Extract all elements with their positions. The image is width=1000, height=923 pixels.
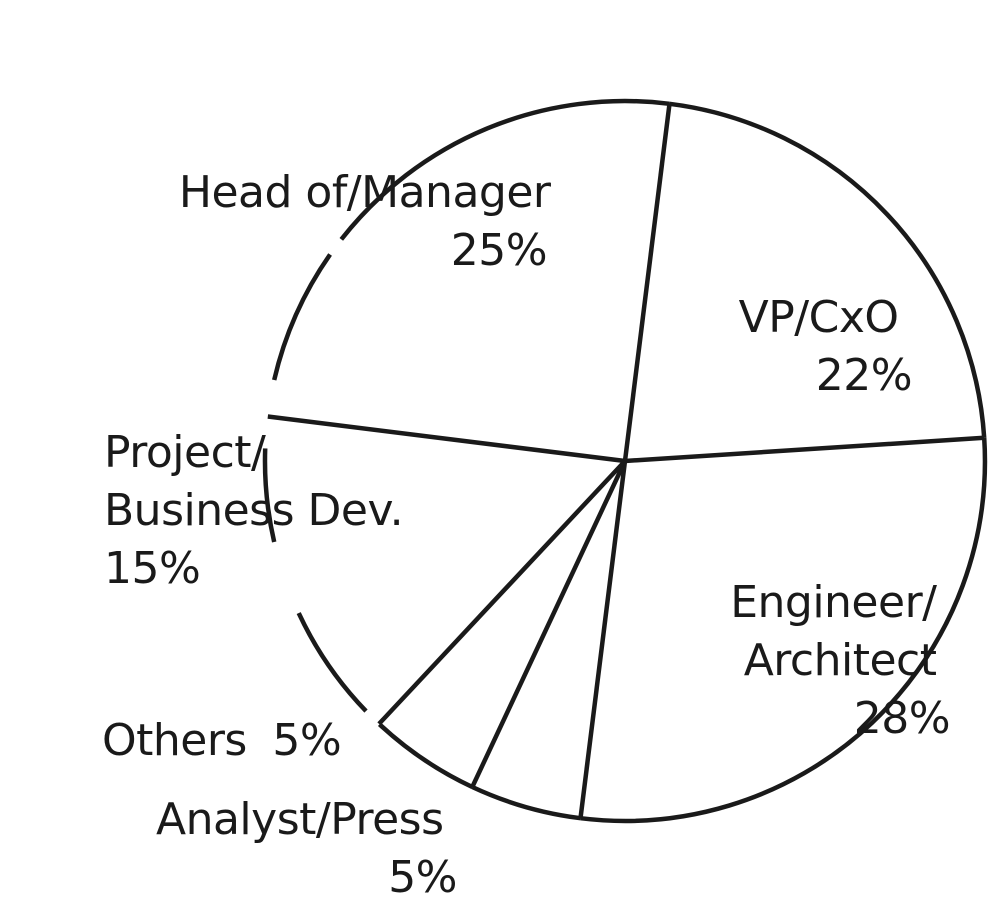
slice-name-line1-engineer-architect: Engineer/ bbox=[730, 577, 937, 628]
pie-slice-others bbox=[379, 461, 625, 787]
pie-arc-analyst-press-0 bbox=[471, 784, 581, 821]
slice-name-line2-engineer-architect: Architect bbox=[744, 635, 937, 686]
pie-divider-vp-cxo bbox=[622, 103, 672, 462]
slice-name-analyst-press: Analyst/Press bbox=[156, 794, 444, 845]
slice-percent-others: 5% bbox=[272, 715, 341, 766]
label-layer: VP/CxO 22% Engineer/ Architect 28% Analy… bbox=[102, 167, 951, 903]
pie-arc-others-0 bbox=[377, 722, 474, 790]
slice-percent-head-of-manager: 25% bbox=[451, 225, 547, 276]
slice-percent-vp-cxo: 22% bbox=[816, 350, 912, 401]
pie-arc-head-of-manager-1 bbox=[339, 98, 670, 241]
slice-name-head-of-manager: Head of/Manager bbox=[179, 167, 552, 218]
pie-slice-analyst-press bbox=[472, 461, 625, 819]
slice-label-others: Others 5% bbox=[102, 715, 341, 766]
pie-arc-project-business-dev-0 bbox=[296, 612, 368, 713]
pie-divider-engineer-architect bbox=[624, 435, 985, 464]
slice-name-vp-cxo: VP/CxO bbox=[739, 292, 899, 343]
slice-label-analyst-press: Analyst/Press 5% bbox=[156, 794, 457, 903]
slice-layer bbox=[262, 98, 988, 824]
pie-arc-project-business-dev-1 bbox=[262, 448, 277, 543]
pie-divider-head-of-manager bbox=[267, 414, 626, 464]
slice-label-head-of-manager: Head of/Manager 25% bbox=[179, 167, 564, 276]
slice-label-engineer-architect: Engineer/ Architect 28% bbox=[730, 577, 950, 744]
slice-percent-engineer-architect: 28% bbox=[854, 693, 950, 744]
slice-name-line1-project-business-dev: Project/ bbox=[104, 427, 266, 478]
pie-arc-vp-cxo-0 bbox=[669, 101, 987, 438]
pie-divider-others bbox=[470, 460, 628, 788]
slice-percent-analyst-press: 5% bbox=[388, 852, 457, 903]
slice-percent-project-business-dev: 15% bbox=[104, 543, 200, 594]
pie-arc-engineer-architect-0 bbox=[580, 437, 988, 824]
pie-divider-analyst-press bbox=[578, 460, 628, 819]
pie-slice-engineer-architect bbox=[580, 437, 985, 821]
pie-slice-vp-cxo bbox=[625, 103, 985, 462]
slice-name-line2-project-business-dev: Business Dev. bbox=[104, 485, 403, 536]
slice-label-vp-cxo: VP/CxO 22% bbox=[739, 292, 912, 401]
pie-divider-project-business-dev bbox=[377, 459, 627, 726]
slice-label-project-business-dev: Project/ Business Dev. 15% bbox=[104, 427, 417, 594]
slice-name-others: Others bbox=[102, 715, 247, 766]
pie-slice-project-business-dev bbox=[265, 416, 625, 724]
pie-arc-head-of-manager-0 bbox=[272, 253, 332, 381]
pie-slice-head-of-manager bbox=[267, 101, 670, 462]
